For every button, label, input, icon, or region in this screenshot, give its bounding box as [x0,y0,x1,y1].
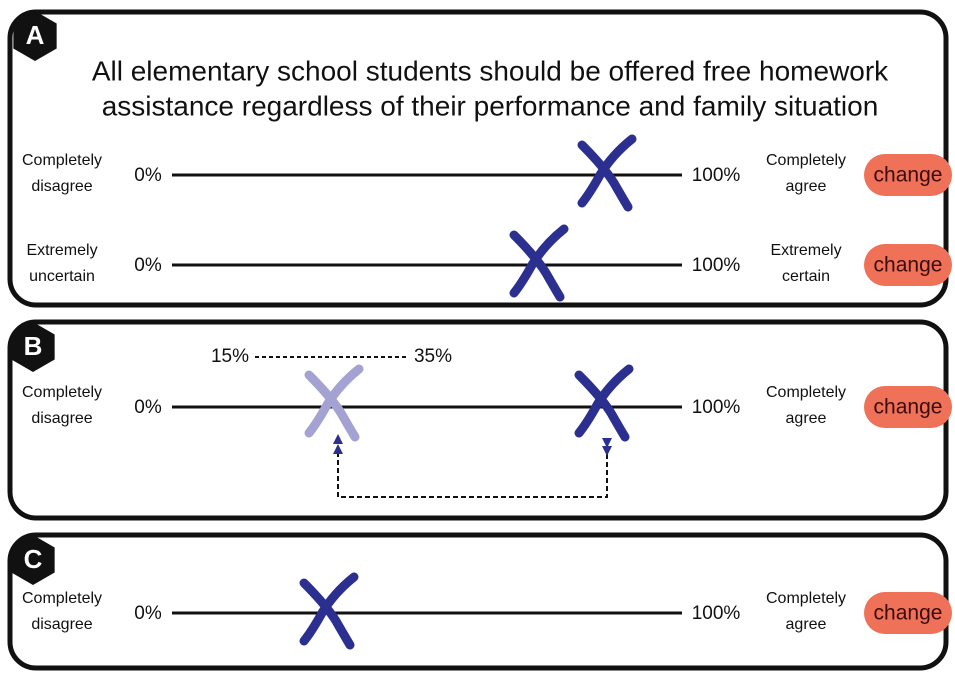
right-label: certain [782,268,830,285]
change-button[interactable] [864,244,952,286]
right-label: agree [786,178,827,195]
left-label: Completely [22,152,102,169]
badge [13,11,57,61]
arrow [333,434,343,454]
badge [11,322,55,372]
badge-letter: C [24,544,43,574]
badge-letter: B [24,331,43,361]
change-button-label[interactable]: change [874,396,943,419]
scale-max: 100% [692,165,741,186]
range-label: 35% [414,346,452,367]
cross-mark [304,364,364,438]
move-path [337,448,608,498]
change-button-label[interactable]: change [874,254,943,277]
right-label: Completely [766,152,846,169]
left-label: disagree [31,410,92,427]
scale-max: 100% [692,397,741,418]
right-label: agree [786,410,827,427]
left-label: Completely [22,384,102,401]
change-button[interactable] [864,154,952,196]
cross-mark [509,224,569,298]
cross-mark [299,578,355,650]
cross-mark [574,370,630,442]
scale-max: 100% [692,255,741,276]
scale-min: 0% [134,603,162,624]
left-label: uncertain [29,268,95,285]
cross-mark [299,572,359,646]
cross-mark [509,230,565,302]
left-label: disagree [31,616,92,633]
cross-mark [304,370,360,442]
statement: All elementary school students should be… [92,55,889,86]
cross-mark [574,364,634,438]
change-button[interactable] [864,592,952,634]
panel [7,9,949,308]
change-button-label[interactable]: change [874,164,943,187]
badge-letter: A [26,20,45,50]
right-label: Extremely [770,242,841,259]
scale-min: 0% [134,255,162,276]
left-label: Completely [22,590,102,607]
change-button-label[interactable]: change [874,602,943,625]
right-label: agree [786,616,827,633]
badge [11,535,55,585]
change-button[interactable] [864,386,952,428]
cross-mark [577,140,633,212]
statement: assistance regardless of their performan… [102,90,879,121]
range-label: 15% [211,346,249,367]
scale-min: 0% [134,165,162,186]
right-label: Completely [766,384,846,401]
right-label: Completely [766,590,846,607]
arrow [602,438,612,456]
left-label: Extremely [26,242,97,259]
scale-min: 0% [134,397,162,418]
cross-mark [577,134,637,208]
left-label: disagree [31,178,92,195]
scale-max: 100% [692,603,741,624]
